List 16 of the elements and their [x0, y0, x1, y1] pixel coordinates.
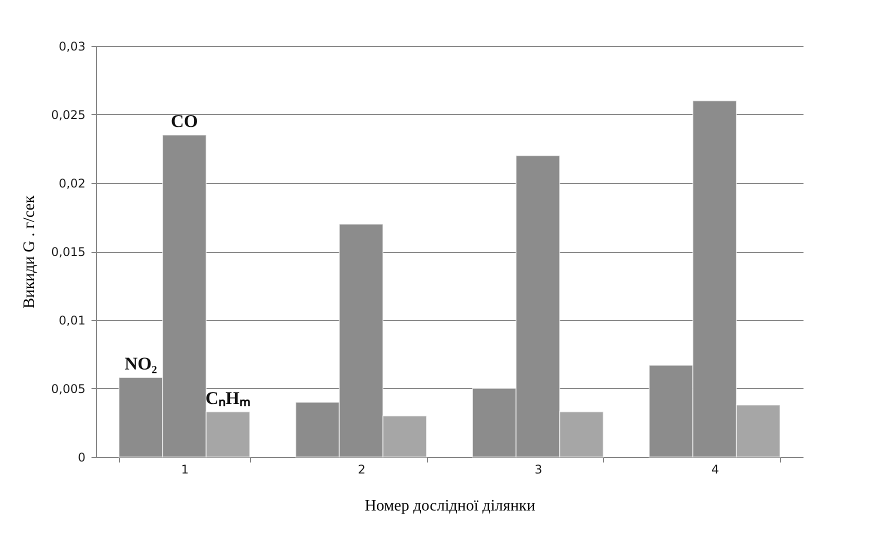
x-tick-label: 4	[711, 462, 719, 476]
x-axis-title: Номер дослідної ділянки	[364, 498, 536, 514]
y-tick-label: 0,005	[51, 382, 86, 396]
y-tick-label: 0,01	[58, 314, 86, 328]
series-label: CₙHₘ	[205, 388, 250, 408]
y-axis-title: Викиди G . г/сек	[21, 195, 38, 309]
series-label: NO₂	[124, 354, 157, 374]
y-tick-label: 0,015	[51, 245, 86, 259]
y-tick-label: 0,02	[58, 176, 86, 190]
x-tick-label: 1	[181, 462, 189, 476]
x-tick-label: 3	[534, 462, 542, 476]
y-tick-label: 0	[78, 450, 86, 464]
series-label: CO	[170, 111, 198, 132]
y-tick-label: 0,025	[51, 108, 86, 122]
x-tick-label: 2	[358, 462, 366, 476]
y-tick-label: 0,03	[58, 40, 86, 54]
